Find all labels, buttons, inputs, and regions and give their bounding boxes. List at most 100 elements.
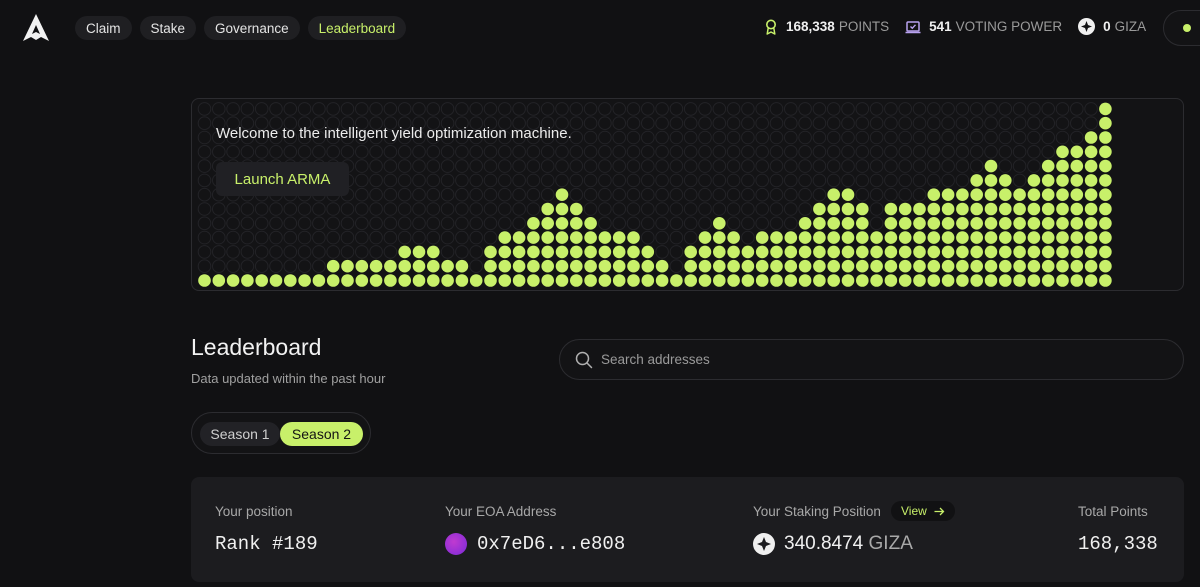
empty-dot xyxy=(197,130,212,145)
empty-dot xyxy=(240,230,255,245)
empty-dot xyxy=(969,159,984,173)
bar-dot xyxy=(970,245,983,259)
empty-dot xyxy=(626,145,641,159)
empty-dot xyxy=(297,259,312,273)
empty-dot xyxy=(569,130,584,145)
logo-icon[interactable] xyxy=(22,13,50,43)
empty-dot xyxy=(440,173,455,188)
bar-dot xyxy=(999,174,1012,187)
bar-dot xyxy=(527,245,540,259)
empty-dot xyxy=(598,159,612,173)
empty-dot xyxy=(498,187,512,202)
bar-dot xyxy=(999,245,1012,259)
empty-dot xyxy=(884,187,898,202)
empty-dot xyxy=(512,173,526,188)
empty-dot xyxy=(212,245,226,259)
empty-dot xyxy=(197,102,212,116)
bar-dot xyxy=(527,259,540,273)
bar-dot xyxy=(1027,174,1041,187)
empty-dot xyxy=(483,216,498,231)
bar-dot xyxy=(355,259,369,273)
bar-dot xyxy=(827,217,840,230)
empty-dot xyxy=(555,145,569,159)
empty-dot xyxy=(755,202,770,216)
season-2-tab[interactable]: Season 2 xyxy=(280,422,363,446)
empty-dot xyxy=(969,116,984,131)
bar-dot xyxy=(870,274,883,287)
leaderboard-subtitle: Data updated within the past hour xyxy=(191,371,386,386)
empty-dot xyxy=(841,145,855,159)
empty-dot xyxy=(326,216,340,231)
empty-dot xyxy=(669,187,684,202)
staking-amount: 340.8474 xyxy=(784,533,864,554)
launch-arma-button[interactable]: Launch ARMA xyxy=(216,162,349,196)
empty-dot xyxy=(526,130,541,145)
empty-dot xyxy=(369,187,383,202)
empty-dot xyxy=(397,159,412,173)
empty-dot xyxy=(598,173,612,188)
bar-dot xyxy=(541,231,554,244)
view-staking-button[interactable]: View xyxy=(891,501,955,521)
season-1-tab[interactable]: Season 1 xyxy=(200,422,280,446)
empty-dot xyxy=(326,102,340,116)
eoa-address[interactable]: 0x7eD6...e808 xyxy=(477,533,626,555)
search-bar[interactable] xyxy=(559,339,1184,380)
empty-dot xyxy=(812,145,827,159)
empty-dot xyxy=(784,187,798,202)
empty-dot xyxy=(698,202,712,216)
nav-governance[interactable]: Governance xyxy=(204,16,300,40)
bar-dot xyxy=(1099,145,1112,159)
bar-dot xyxy=(398,245,411,259)
empty-dot xyxy=(612,145,627,159)
bar-dot xyxy=(555,274,569,287)
bar-dot xyxy=(1070,188,1084,201)
bar-dot xyxy=(1070,231,1084,244)
nav-stake[interactable]: Stake xyxy=(139,16,197,40)
empty-dot xyxy=(641,130,655,145)
empty-dot xyxy=(383,130,398,145)
search-input[interactable] xyxy=(601,340,1161,379)
bar-dot xyxy=(698,259,712,273)
empty-dot xyxy=(412,130,426,145)
empty-dot xyxy=(726,130,741,145)
bar-dot xyxy=(999,202,1012,216)
bar-dot xyxy=(741,274,755,287)
empty-dot xyxy=(426,102,441,116)
bar-dot xyxy=(841,188,855,201)
empty-dot xyxy=(726,173,741,188)
bar-dot xyxy=(484,259,497,273)
empty-dot xyxy=(612,102,627,116)
empty-dot xyxy=(955,159,970,173)
bar-dot xyxy=(870,259,883,273)
empty-dot xyxy=(655,230,669,245)
bar-dot xyxy=(512,274,526,287)
bar-dot xyxy=(341,274,354,287)
nav-claim[interactable]: Claim xyxy=(75,16,132,40)
empty-dot xyxy=(769,159,784,173)
empty-dot xyxy=(297,130,312,145)
empty-dot xyxy=(326,130,340,145)
empty-dot xyxy=(498,145,512,159)
empty-dot xyxy=(598,130,612,145)
bar-dot xyxy=(584,231,597,244)
nav-leaderboard[interactable]: Leaderboard xyxy=(307,16,407,40)
bar-dot xyxy=(970,217,983,230)
bar-dot xyxy=(584,274,597,287)
giza-balance-value: 0 xyxy=(1103,19,1111,34)
bar-dot xyxy=(727,259,740,273)
empty-dot xyxy=(869,216,884,231)
bar-dot xyxy=(527,217,540,230)
empty-dot xyxy=(483,230,498,245)
empty-dot xyxy=(698,130,712,145)
bar-dot xyxy=(741,245,755,259)
wallet-button[interactable] xyxy=(1163,10,1200,46)
bar-dot xyxy=(412,245,426,259)
empty-dot xyxy=(855,102,870,116)
empty-dot xyxy=(240,245,255,259)
bar-dot xyxy=(927,202,941,216)
bar-dot xyxy=(1027,274,1041,287)
empty-dot xyxy=(469,159,484,173)
empty-dot xyxy=(269,216,283,231)
bar-dot xyxy=(1041,202,1055,216)
empty-dot xyxy=(455,216,469,231)
